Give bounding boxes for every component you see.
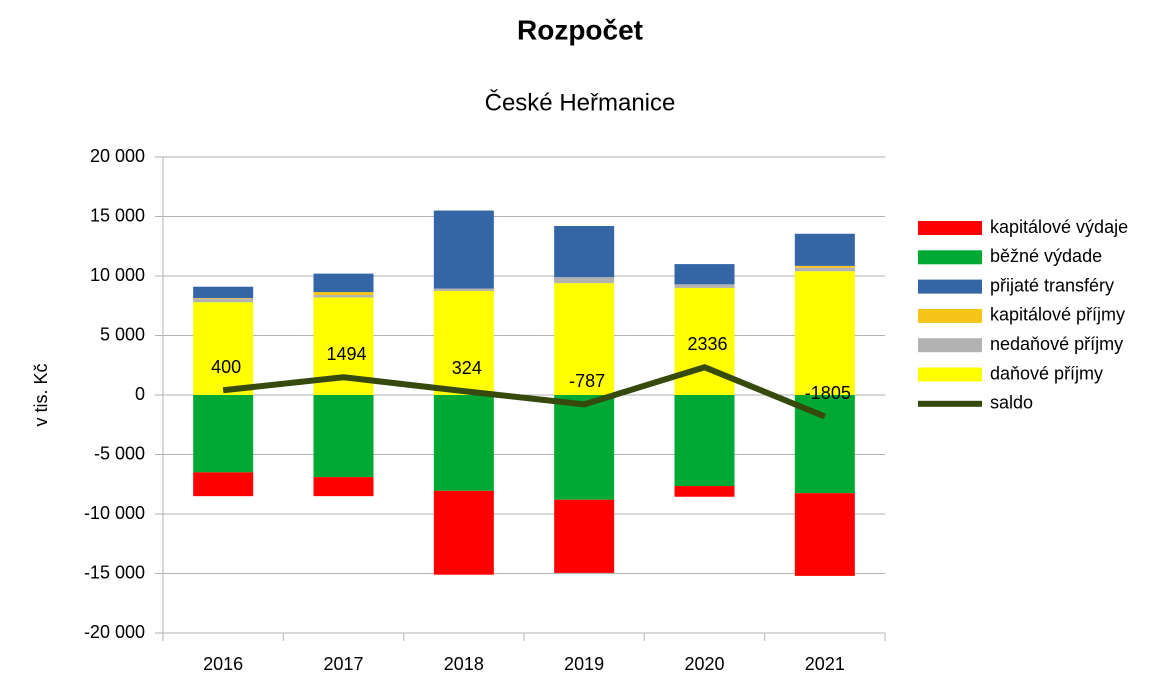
y-tick-label: -15 000 (84, 562, 145, 582)
bar-segment (554, 283, 615, 395)
legend-swatch (918, 221, 982, 235)
y-tick-label: 0 (135, 384, 145, 404)
bar-segment (433, 288, 494, 291)
bar-segment (554, 499, 615, 573)
bar-segment (554, 226, 615, 278)
y-tick-label: 15 000 (90, 205, 145, 225)
bar-segment (313, 295, 374, 298)
legend-swatch (918, 338, 982, 353)
bar-segment (193, 472, 254, 497)
bar-segment (554, 395, 615, 500)
bar-segment (794, 265, 855, 268)
bar-segment (674, 395, 735, 487)
legend-swatch (918, 250, 982, 265)
legend-label: daňové příjmy (990, 363, 1103, 383)
bar-segment (433, 490, 494, 575)
bar-segment (433, 210, 494, 289)
data-label: 400 (211, 357, 241, 377)
bar-segment (433, 290, 494, 395)
data-label: -1805 (805, 383, 851, 403)
bar-segment (313, 477, 374, 497)
chart-title: Rozpočet (517, 14, 643, 45)
x-tick-label: 2016 (203, 654, 243, 674)
bar-segment (193, 286, 254, 299)
legend-label: kapitálové příjmy (990, 305, 1125, 325)
legend-label: kapitálové výdaje (990, 217, 1128, 237)
bar-segment (794, 267, 855, 272)
bar-segment (193, 302, 254, 395)
bar-segment (794, 493, 855, 576)
bar-segment (193, 298, 254, 299)
y-tick-label: 10 000 (90, 265, 145, 285)
bar-segment (193, 298, 254, 303)
x-tick-label: 2018 (444, 654, 484, 674)
y-tick-label: -5 000 (94, 443, 145, 463)
legend-swatch (918, 308, 982, 323)
y-tick-label: -10 000 (84, 503, 145, 523)
y-tick-label: -20 000 (84, 622, 145, 642)
legend-label: saldo (990, 393, 1033, 413)
bar-segment (794, 233, 855, 266)
x-tick-label: 2020 (684, 654, 724, 674)
data-label: -787 (569, 371, 605, 391)
y-tick-label: 5 000 (100, 324, 145, 344)
y-tick-label: 20 000 (90, 146, 145, 166)
legend-label: nedaňové příjmy (990, 334, 1123, 354)
bar-segment (674, 264, 735, 285)
data-label: 324 (452, 358, 482, 378)
data-label: 2336 (687, 334, 727, 354)
bar-segment (313, 395, 374, 478)
legend-label: běžné výdade (990, 246, 1102, 266)
legend-swatch (918, 279, 982, 294)
data-label: 1494 (326, 344, 366, 364)
legend-swatch (918, 400, 982, 407)
chart-subtitle: České Heřmanice (485, 88, 676, 116)
x-tick-label: 2017 (323, 654, 363, 674)
y-axis-label: v tis. Kč (31, 363, 51, 426)
x-tick-label: 2021 (805, 654, 845, 674)
bar-segment (193, 395, 254, 473)
x-tick-label: 2019 (564, 654, 604, 674)
bar-segment (554, 277, 615, 284)
bar-segment (674, 486, 735, 497)
bar-segment (674, 284, 735, 288)
legend-label: přijaté transféry (990, 275, 1114, 295)
legend-swatch (918, 367, 982, 382)
line-series (222, 364, 826, 420)
bar-segment (313, 273, 374, 293)
bar-segment (313, 292, 374, 296)
bar-segment (433, 395, 494, 491)
bar-segment (794, 271, 855, 395)
